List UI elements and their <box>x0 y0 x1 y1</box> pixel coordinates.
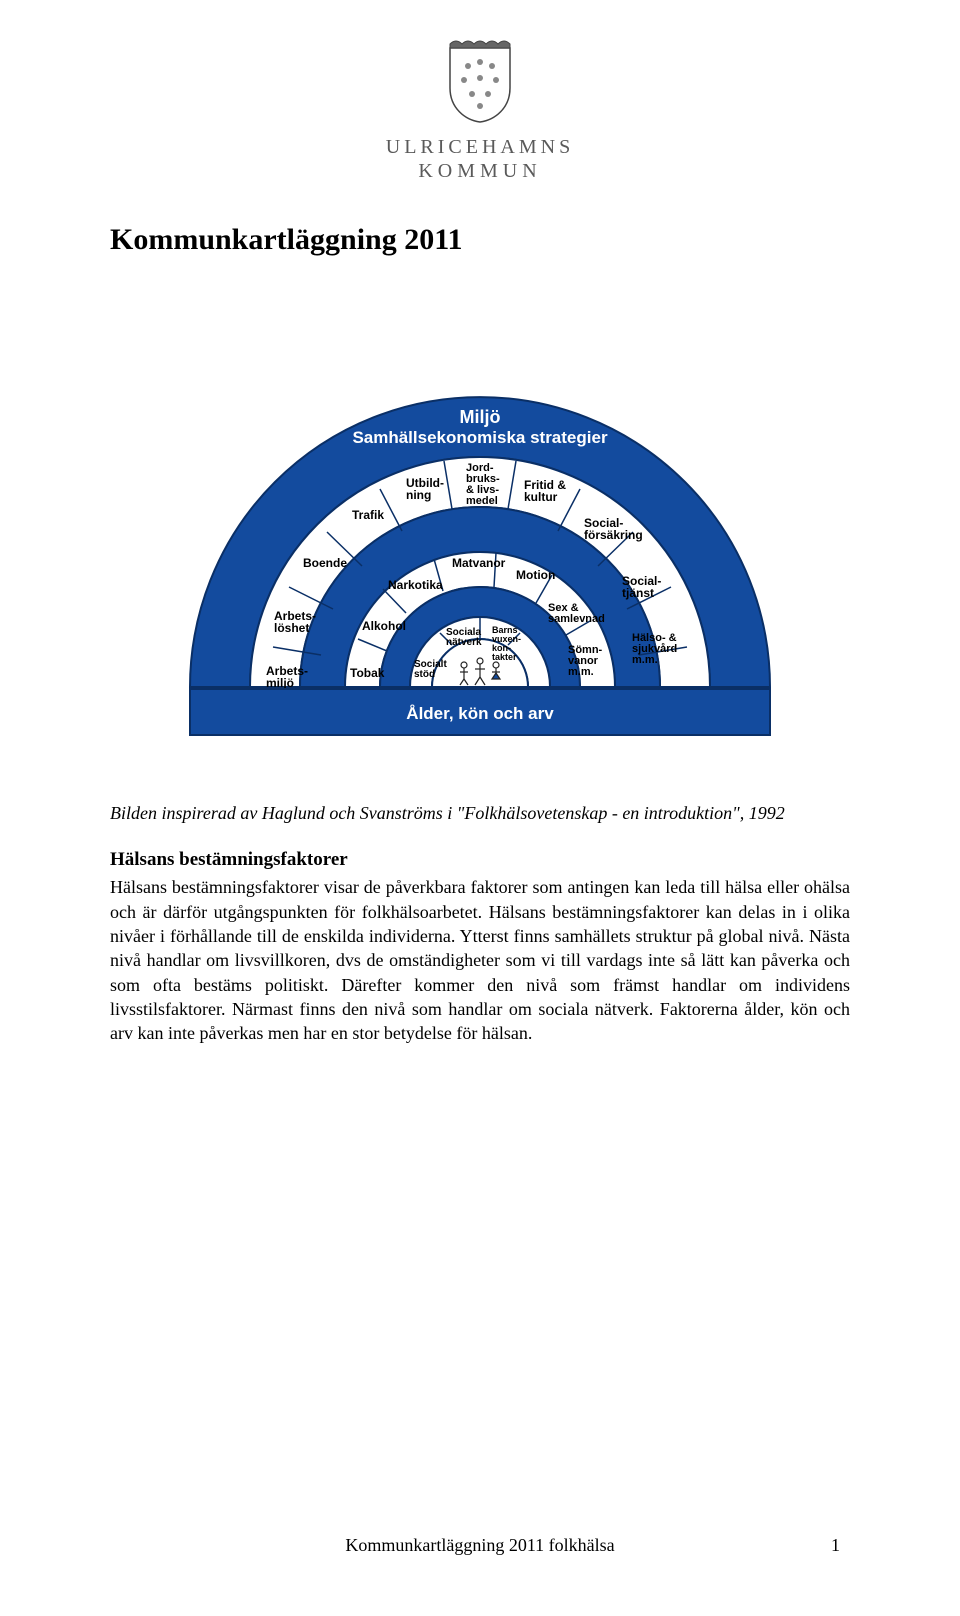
page-number: 1 <box>831 1535 840 1556</box>
svg-text:Matvanor: Matvanor <box>452 556 506 570</box>
body-paragraph: Hälsans bestämningsfaktorer visar de påv… <box>110 875 850 1045</box>
ring-outer-title-1: Miljö <box>460 407 501 427</box>
svg-text:Alkohol: Alkohol <box>362 619 406 633</box>
section-heading: Hälsans bestämningsfaktorer <box>110 849 850 871</box>
document-title: Kommunkartläggning 2011 <box>110 223 850 257</box>
footer-text: Kommunkartläggning 2011 folkhälsa <box>345 1535 614 1555</box>
svg-text:Trafik: Trafik <box>352 508 384 522</box>
svg-text:Socialanätverk: Socialanätverk <box>446 627 482 648</box>
diagram-bottom-label: Ålder, kön och arv <box>406 704 554 723</box>
figure-caption: Bilden inspirerad av Haglund och Svanstr… <box>110 802 850 825</box>
municipality-crest <box>110 40 850 129</box>
svg-text:Boende: Boende <box>303 556 347 570</box>
svg-text:Narkotika: Narkotika <box>388 578 443 592</box>
svg-text:Tobak: Tobak <box>350 666 385 680</box>
determinants-diagram: Miljö Samhällsekonomiska strategier Arbe… <box>110 327 850 772</box>
ring-outer-title-2: Samhällsekonomiska strategier <box>352 428 608 447</box>
municipality-name-line2: KOMMUN <box>110 159 850 183</box>
svg-text:Motion: Motion <box>516 568 555 582</box>
municipality-name: ULRICEHAMNS KOMMUN <box>110 135 850 183</box>
municipality-name-line1: ULRICEHAMNS <box>110 135 850 159</box>
page-footer: Kommunkartläggning 2011 folkhälsa 1 <box>0 1535 960 1556</box>
